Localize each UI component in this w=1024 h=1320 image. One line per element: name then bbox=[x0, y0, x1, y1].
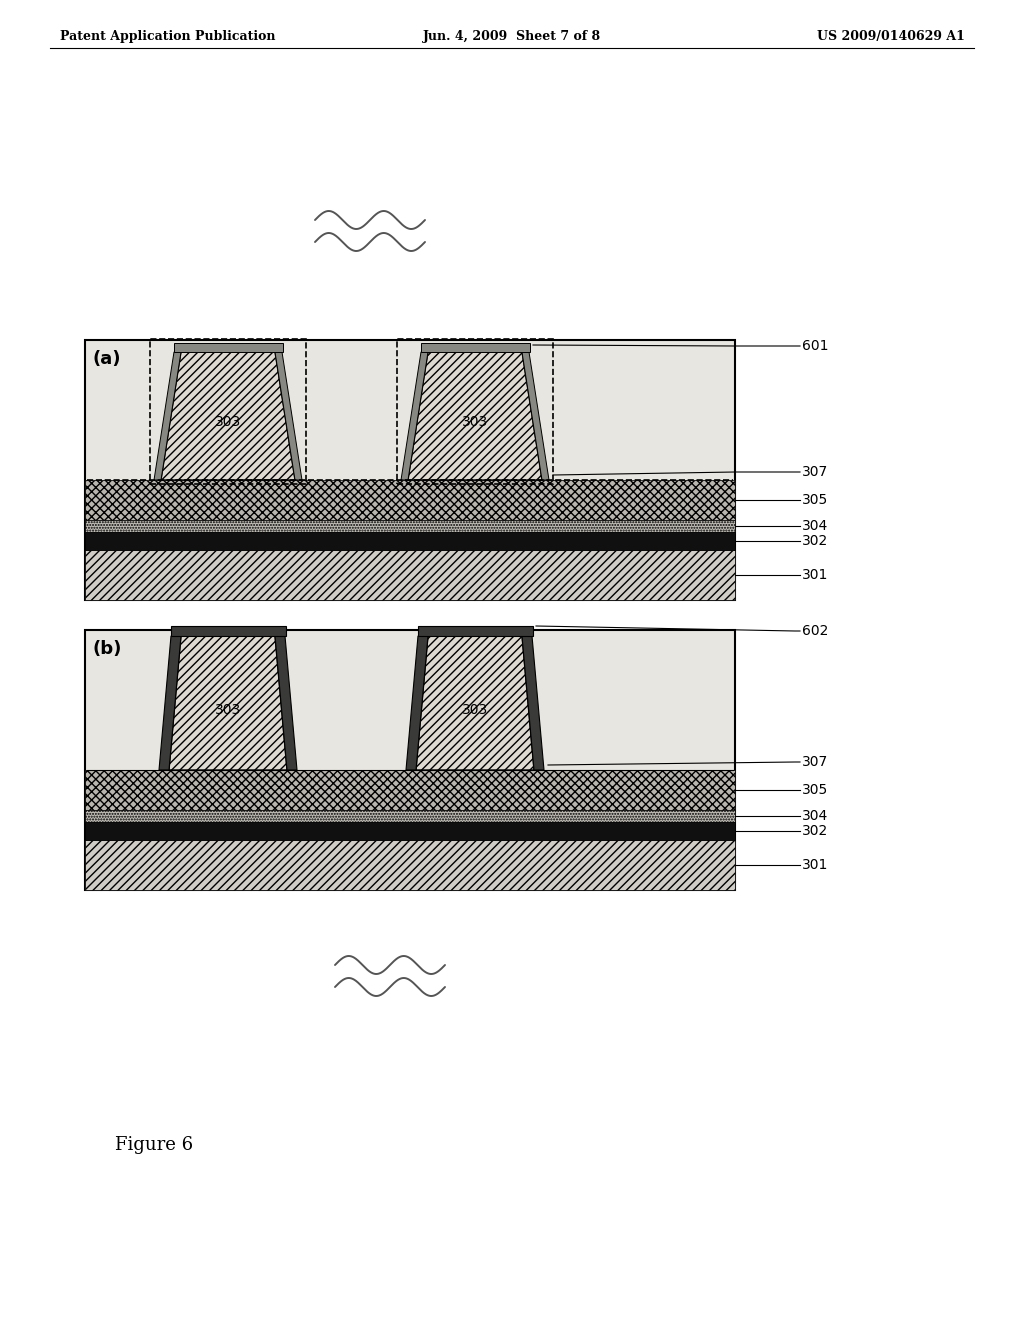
Text: 302: 302 bbox=[802, 535, 828, 548]
Polygon shape bbox=[401, 352, 428, 480]
Polygon shape bbox=[406, 636, 428, 770]
Bar bbox=[85, 822, 735, 840]
Text: Figure 6: Figure 6 bbox=[115, 1137, 194, 1154]
Bar bbox=[85, 810, 735, 822]
Polygon shape bbox=[522, 636, 544, 770]
Text: 602: 602 bbox=[802, 624, 828, 638]
Polygon shape bbox=[169, 636, 287, 770]
Text: 301: 301 bbox=[802, 858, 828, 873]
Bar bbox=[85, 630, 735, 890]
Bar bbox=[85, 480, 735, 520]
Text: Patent Application Publication: Patent Application Publication bbox=[60, 30, 275, 44]
Bar bbox=[418, 626, 534, 636]
Text: 301: 301 bbox=[802, 568, 828, 582]
Bar bbox=[85, 550, 735, 601]
Text: 303: 303 bbox=[215, 416, 241, 429]
Text: 304: 304 bbox=[802, 809, 828, 822]
Bar bbox=[85, 341, 735, 601]
Text: 304: 304 bbox=[802, 519, 828, 533]
Text: 601: 601 bbox=[802, 339, 828, 352]
Text: Jun. 4, 2009  Sheet 7 of 8: Jun. 4, 2009 Sheet 7 of 8 bbox=[423, 30, 601, 44]
Bar bbox=[85, 532, 735, 550]
Text: 307: 307 bbox=[802, 465, 828, 479]
Text: 305: 305 bbox=[802, 783, 828, 797]
Bar bbox=[397, 339, 553, 484]
Polygon shape bbox=[416, 636, 534, 770]
Text: 307: 307 bbox=[802, 755, 828, 770]
Bar bbox=[85, 770, 735, 810]
Text: US 2009/0140629 A1: US 2009/0140629 A1 bbox=[817, 30, 965, 44]
Polygon shape bbox=[275, 352, 302, 480]
Polygon shape bbox=[408, 352, 542, 480]
Polygon shape bbox=[161, 352, 295, 480]
Text: 302: 302 bbox=[802, 824, 828, 838]
Bar bbox=[150, 339, 306, 484]
Bar bbox=[421, 343, 530, 352]
Text: 305: 305 bbox=[802, 492, 828, 507]
Text: 303: 303 bbox=[215, 702, 241, 717]
Text: 303: 303 bbox=[462, 416, 488, 429]
Bar bbox=[85, 520, 735, 532]
Bar bbox=[171, 626, 286, 636]
Text: (a): (a) bbox=[93, 350, 122, 368]
Bar bbox=[85, 840, 735, 890]
Polygon shape bbox=[159, 636, 181, 770]
Polygon shape bbox=[275, 636, 297, 770]
Text: 303: 303 bbox=[462, 702, 488, 717]
Polygon shape bbox=[154, 352, 181, 480]
Text: (b): (b) bbox=[93, 640, 123, 657]
Bar bbox=[174, 343, 283, 352]
Polygon shape bbox=[522, 352, 549, 480]
